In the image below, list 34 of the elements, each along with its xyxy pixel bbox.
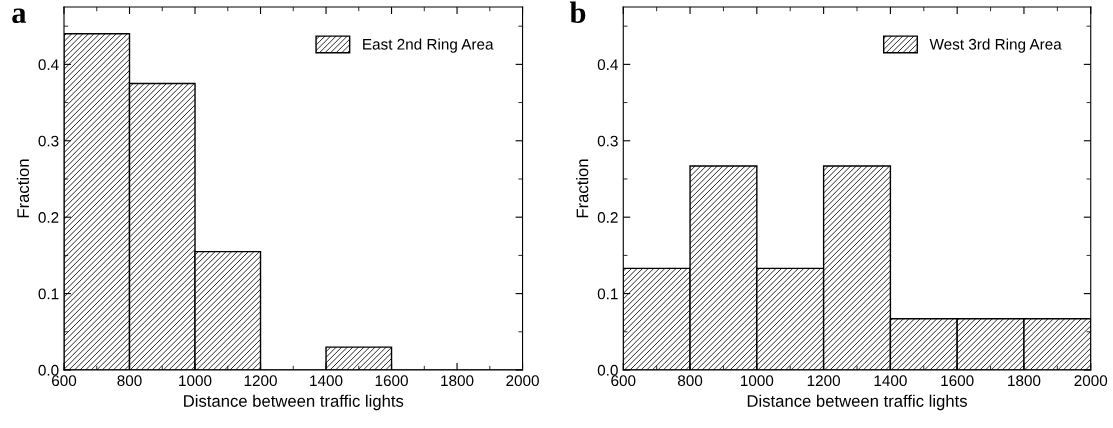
- y-tick-label: 0.4: [597, 59, 618, 71]
- x-tick-label: 1400: [310, 375, 343, 387]
- y-tick-label: 0.4: [38, 59, 59, 71]
- x-tick-label: 1600: [375, 375, 408, 387]
- y-tick-label: 0.3: [597, 135, 618, 147]
- chart-title: a: [12, 8, 27, 24]
- x-tick-label: 1200: [807, 375, 841, 387]
- y-tick-label: 0.1: [597, 288, 618, 300]
- y-tick-label: 0.0: [38, 364, 59, 376]
- x-tick-label: 600: [52, 375, 77, 387]
- x-axis-title: Distance between traffic lights: [184, 394, 404, 411]
- x-tick-label: 1200: [244, 375, 277, 387]
- legend-label: West 3rd Ring Area: [929, 38, 1062, 53]
- x-tick-label: 1800: [441, 375, 474, 387]
- y-tick-label: 0.3: [38, 135, 59, 147]
- x-tick-label: 2000: [1074, 375, 1108, 387]
- x-tick-label: 1400: [874, 375, 907, 387]
- y-tick-label: 0.2: [38, 212, 59, 223]
- x-tick-label: 1000: [741, 375, 774, 387]
- y-tick-label: 0.0: [597, 364, 618, 376]
- x-tick-label: 600: [611, 375, 636, 387]
- x-tick-label: 800: [677, 375, 703, 387]
- x-tick-label: 1000: [179, 375, 212, 387]
- y-tick-label: 0.1: [38, 288, 59, 300]
- y-tick-label: 0.2: [597, 212, 618, 223]
- chart-title: b: [569, 1, 586, 24]
- x-tick-label: 1600: [941, 375, 974, 387]
- y-axis-title: Fraction: [16, 159, 30, 218]
- x-tick-label: 800: [117, 375, 142, 387]
- x-tick-label: 2000: [506, 375, 539, 387]
- x-tick-label: 1800: [1008, 375, 1041, 387]
- y-axis-title: Fraction: [576, 159, 589, 218]
- x-axis-title: Distance between traffic lights: [747, 394, 967, 411]
- legend-label: East 2nd Ring Area: [363, 38, 494, 53]
